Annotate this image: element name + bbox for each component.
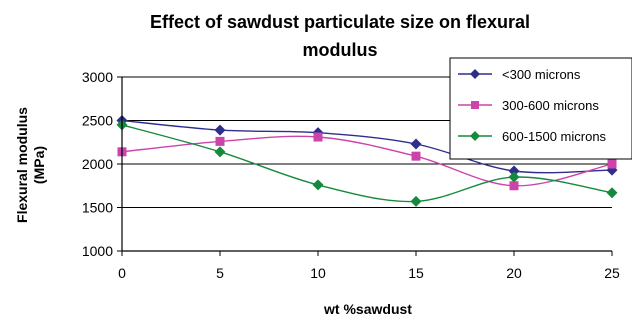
- legend: <300 microns 300-600 microns 600-1500 micr…: [449, 57, 632, 160]
- data-point: [509, 181, 519, 191]
- x-tick-label: 15: [408, 265, 424, 281]
- x-axis-label: wt %sawdust: [323, 301, 412, 317]
- legend-item: 600-1500 microns: [458, 129, 607, 144]
- x-axis-ticks: 0 5 10 15 20 25: [118, 251, 620, 281]
- data-point: [410, 195, 422, 207]
- legend-label: 600-1500 microns: [502, 129, 607, 144]
- data-point: [508, 171, 520, 183]
- y-axis-label: Flexural modulus (MPa): [14, 107, 47, 223]
- data-point: [214, 124, 226, 136]
- chart-title: Effect of sawdust particulate size on fl…: [150, 12, 530, 60]
- data-point: [410, 138, 422, 150]
- legend-marker: [471, 101, 479, 109]
- data-point: [214, 146, 226, 158]
- data-point: [313, 132, 323, 142]
- series-line: [121, 119, 613, 174]
- data-point: [606, 187, 618, 199]
- y-tick-label: 3000: [82, 69, 113, 85]
- legend-label: <300 microns: [502, 67, 581, 82]
- x-tick-label: 5: [216, 265, 224, 281]
- x-tick-label: 0: [118, 265, 126, 281]
- x-tick-label: 25: [604, 265, 620, 281]
- y-tick-label: 1000: [82, 243, 113, 259]
- legend-label: 300-600 microns: [502, 98, 599, 113]
- legend-box: [449, 57, 632, 160]
- legend-item: <300 microns: [458, 67, 581, 82]
- y-axis-ticks: 1000 1500 2000 2500 3000: [82, 69, 122, 259]
- data-point: [607, 159, 617, 169]
- chart-title-line-1: Effect of sawdust particulate size on fl…: [150, 12, 530, 32]
- x-tick-label: 10: [310, 265, 326, 281]
- y-axis-label-line-1: Flexural modulus: [14, 107, 30, 223]
- y-tick-label: 1500: [82, 200, 113, 216]
- y-tick-label: 2500: [82, 113, 113, 129]
- data-point: [508, 165, 520, 177]
- data-point: [215, 136, 225, 146]
- data-point: [411, 151, 421, 161]
- data-point: [312, 179, 324, 191]
- legend-marker: [470, 131, 480, 141]
- axes: [121, 77, 612, 252]
- legend-item: 300-600 microns: [458, 98, 599, 113]
- y-axis-label-line-2: (MPa): [31, 146, 47, 184]
- chart-title-line-2: modulus: [303, 40, 378, 60]
- x-tick-label: 20: [506, 265, 522, 281]
- y-tick-label: 2000: [82, 156, 113, 172]
- series-line: [121, 124, 613, 203]
- series-line: [121, 135, 613, 187]
- legend-marker: [470, 69, 480, 79]
